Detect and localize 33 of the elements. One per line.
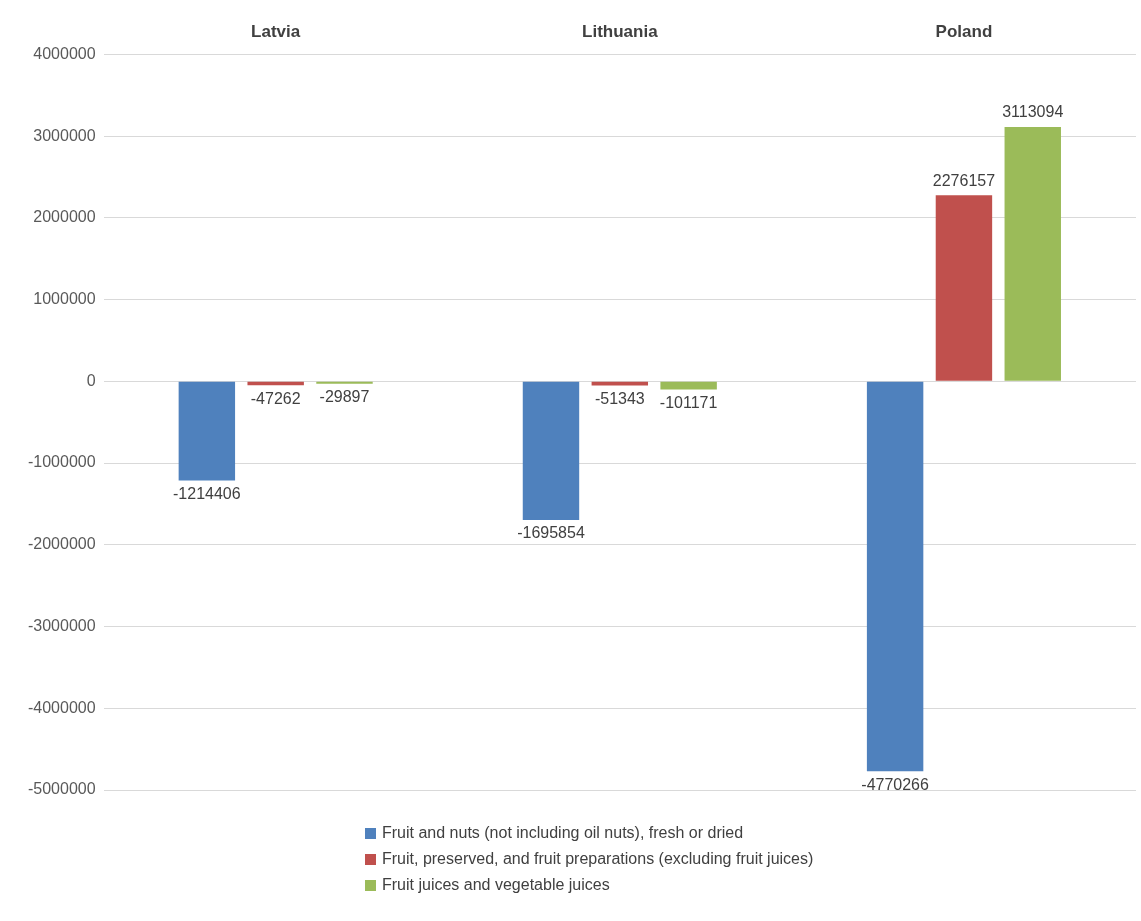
data-label: -1695854 [517,524,585,542]
data-label: 2276157 [932,171,996,189]
data-label: -1214406 [173,485,241,502]
bar [660,381,717,390]
bar [247,381,304,386]
legend-label: Fruit and nuts (not including oil nuts), fresh or dried [382,824,744,842]
y-tick-label: -2000000 [27,535,96,553]
data-label: -4770266 [861,775,930,793]
y-tick-label: 4000000 [33,44,96,62]
x-tick-label: Lithuania [582,21,659,41]
data-label: -47262 [250,389,301,407]
bar [522,381,580,520]
bar [591,381,649,386]
x-tick-label: Poland [935,21,993,41]
y-tick-label: -5000000 [27,780,96,798]
y-tick-label: 2000000 [33,208,96,226]
data-label: -51343 [594,389,645,407]
y-tick-label: -4000000 [27,698,96,716]
y-tick-label: 0 [86,371,96,389]
data-label: -29897 [319,388,370,406]
bar [1004,126,1061,381]
y-tick-label: 1000000 [33,290,96,308]
x-tick-label: Latvia [251,21,301,41]
bar [866,381,924,772]
bar [935,195,993,381]
legend-label: Fruit juices and vegetable juices [382,876,610,894]
data-label: 3113094 [1002,103,1064,121]
bar [178,381,236,481]
data-label: -101171 [659,394,718,412]
y-tick-label: -3000000 [27,616,96,634]
legend-label: Fruit, preserved, and fruit preparations (excluding fruit juices) [382,850,814,868]
y-tick-label: 3000000 [33,126,96,144]
y-tick-label: -1000000 [27,453,96,471]
